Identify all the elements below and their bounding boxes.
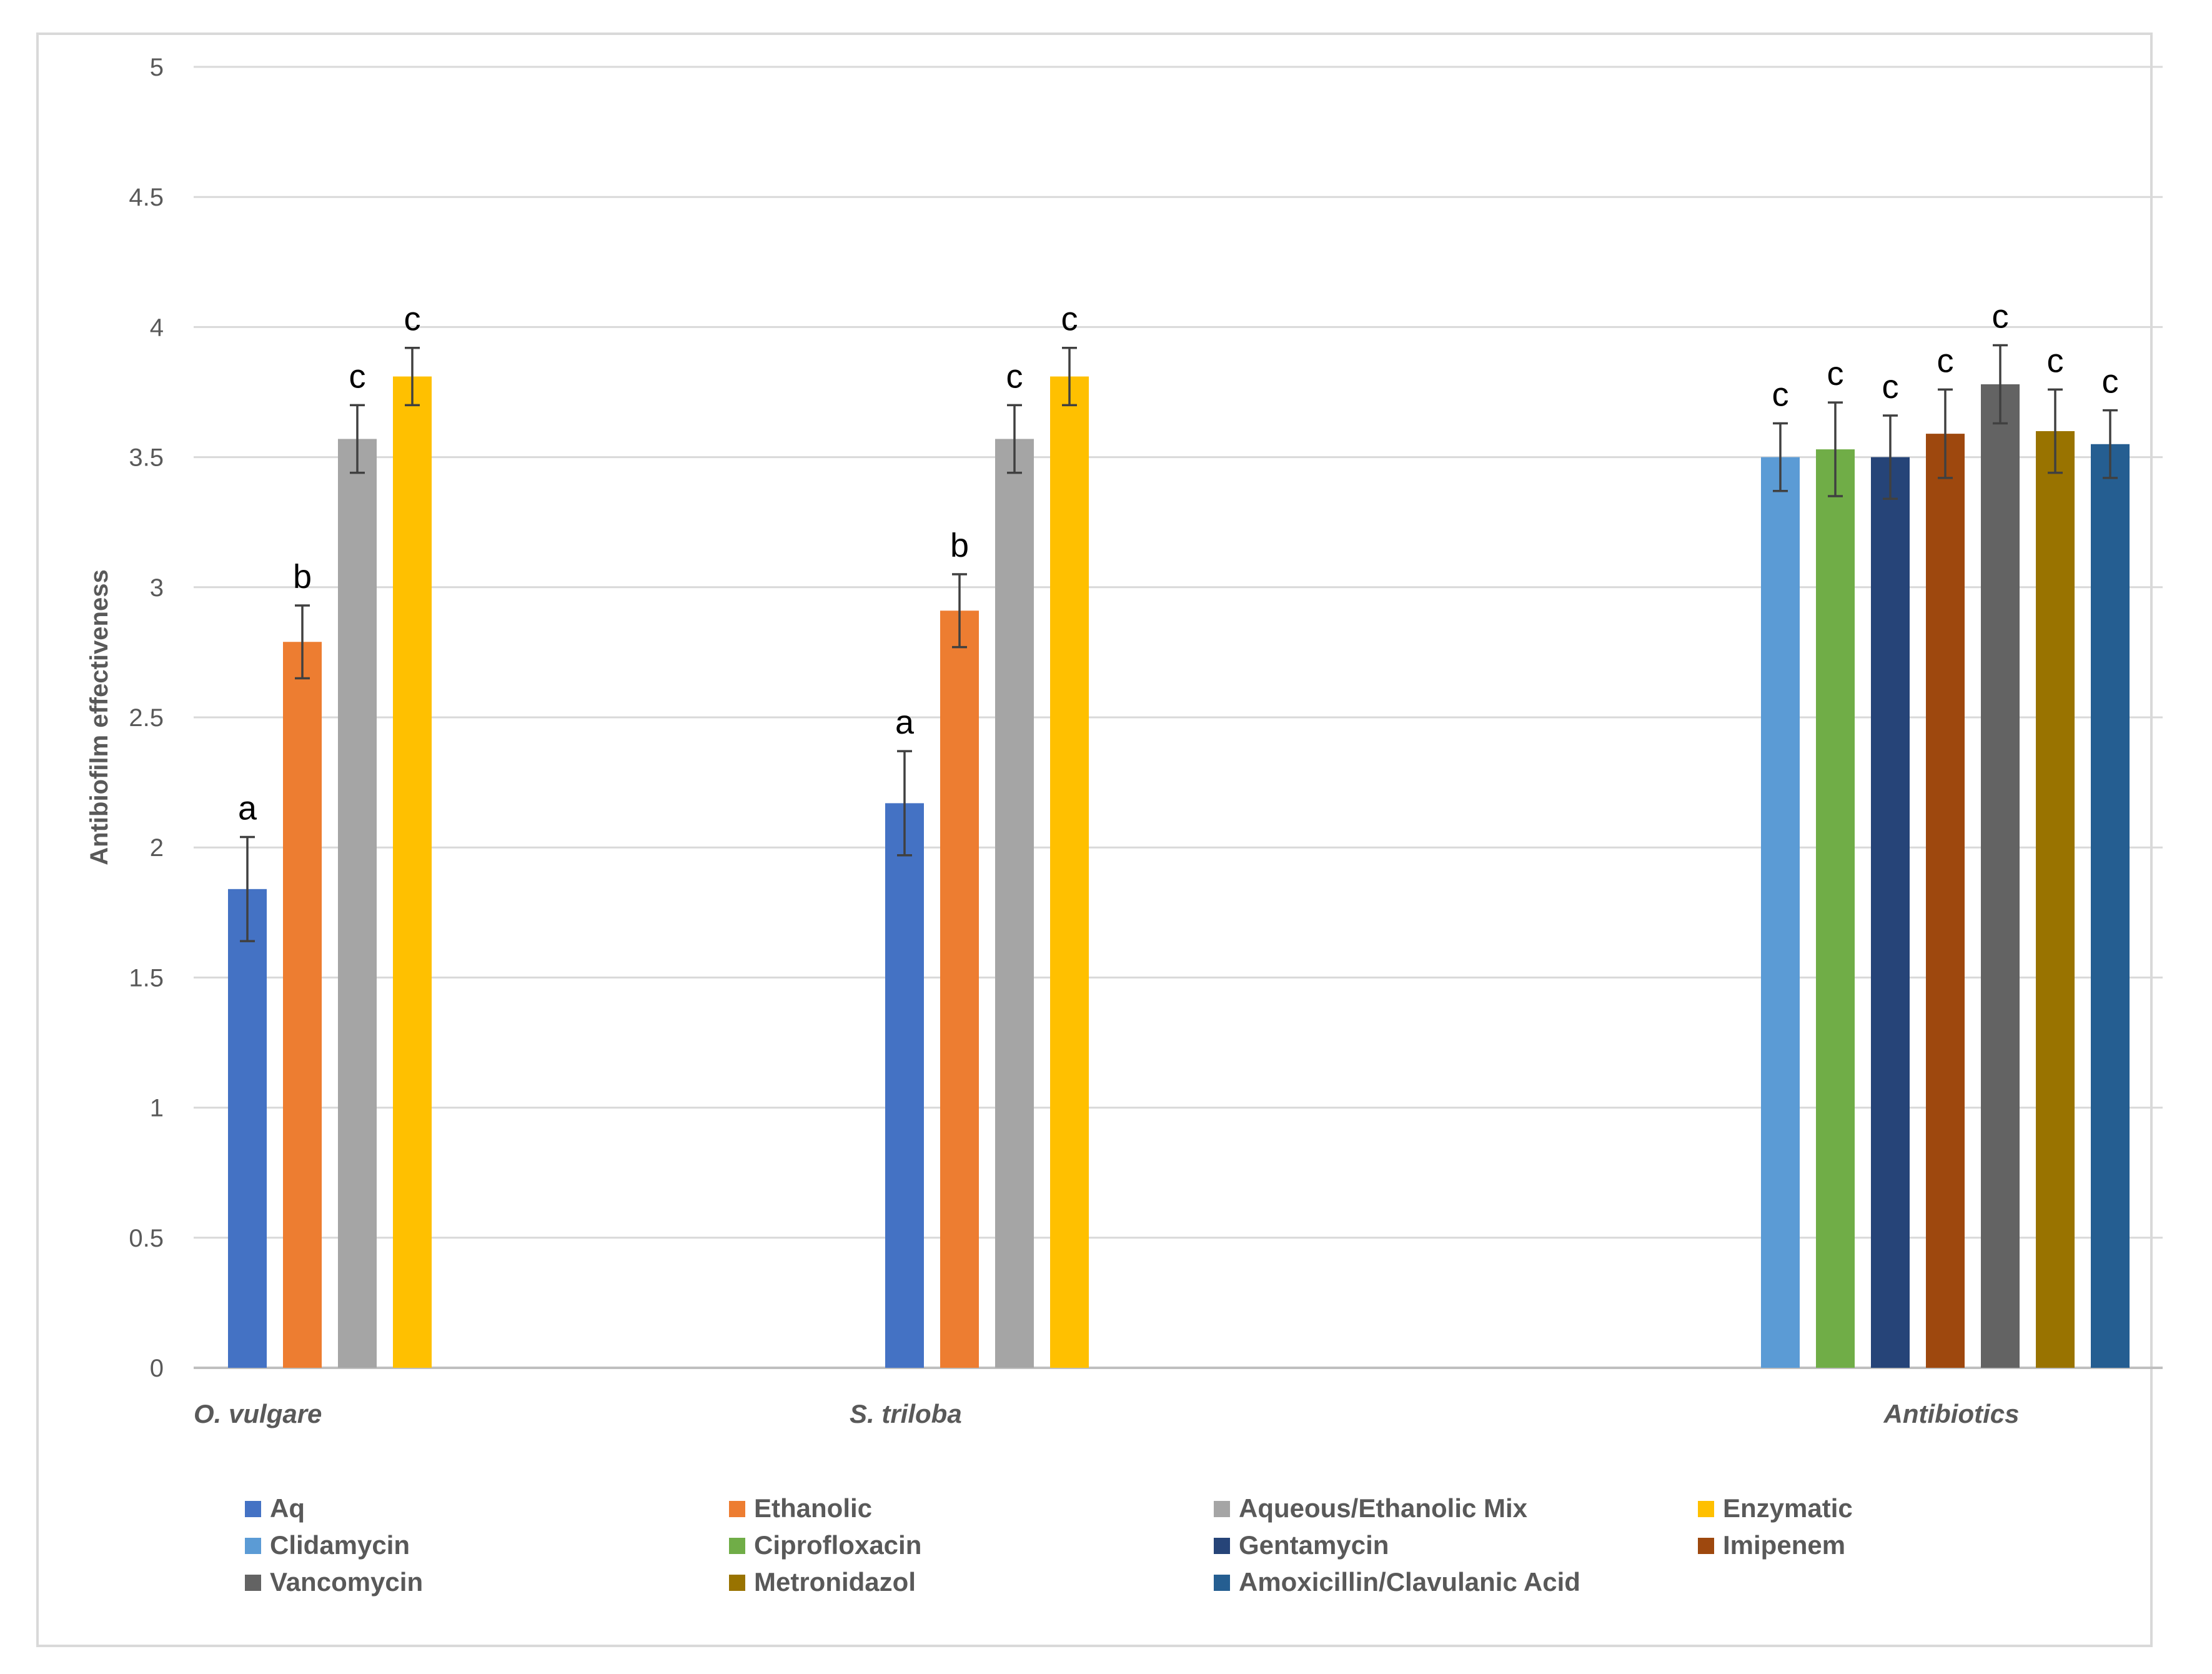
y-tick-label: 0.5 — [129, 1225, 164, 1252]
y-tick-label: 1.5 — [129, 964, 164, 992]
significance-label: c — [1992, 298, 2009, 336]
legend-swatch — [1214, 1501, 1230, 1517]
y-tick-label: 2 — [150, 834, 164, 862]
significance-label: c — [1827, 355, 1844, 392]
y-tick-label: 4 — [150, 314, 164, 341]
legend-label: Enzymatic — [1723, 1493, 1853, 1523]
y-tick-label: 1 — [150, 1095, 164, 1122]
bar — [2091, 444, 2130, 1368]
legend-swatch — [1214, 1538, 1230, 1554]
bar — [2036, 431, 2075, 1368]
legend-swatch — [729, 1501, 745, 1517]
bar — [995, 439, 1034, 1368]
significance-label: c — [404, 301, 421, 338]
legend-label: Clidamycin — [270, 1530, 410, 1560]
bar — [1871, 457, 1910, 1368]
significance-label: c — [349, 357, 366, 395]
bar — [338, 439, 377, 1368]
category-label: Antibiotics — [1883, 1399, 2020, 1428]
legend-label: Aqueous/Ethanolic Mix — [1239, 1493, 1528, 1523]
bar — [1926, 434, 1965, 1368]
y-tick-label: 4.5 — [129, 184, 164, 211]
significance-label: c — [1882, 368, 1899, 406]
legend-label: Aq — [270, 1493, 305, 1523]
significance-label: c — [1772, 376, 1789, 413]
bar — [228, 889, 267, 1368]
category-label: O. vulgare — [194, 1399, 322, 1428]
y-tick-label: 3.5 — [129, 444, 164, 472]
bar — [393, 376, 432, 1368]
significance-label: a — [238, 790, 257, 827]
bar — [283, 642, 322, 1368]
significance-label: c — [2102, 363, 2119, 401]
legend-label: Imipenem — [1723, 1530, 1845, 1560]
chart-frame — [36, 32, 2153, 1647]
legend-swatch — [245, 1501, 261, 1517]
bar — [1816, 449, 1855, 1368]
legend-swatch — [729, 1538, 745, 1554]
legend-label: Vancomycin — [270, 1567, 423, 1597]
significance-label: b — [950, 527, 969, 564]
legend-swatch — [729, 1575, 745, 1591]
legend-swatch — [1214, 1575, 1230, 1591]
significance-label: c — [2047, 342, 2064, 379]
legend-label: Ethanolic — [754, 1493, 872, 1523]
significance-label: a — [895, 704, 915, 741]
bar — [1981, 384, 2020, 1368]
category-label: S. triloba — [850, 1399, 962, 1428]
y-tick-label: 2.5 — [129, 704, 164, 732]
bar — [940, 610, 979, 1368]
bar — [1761, 457, 1800, 1368]
legend-swatch — [1698, 1538, 1714, 1554]
bar — [885, 803, 924, 1368]
y-tick-label: 0 — [150, 1355, 164, 1382]
legend-swatch — [1698, 1501, 1714, 1517]
legend-label: Metronidazol — [754, 1567, 916, 1597]
legend-label: Amoxicillin/Clavulanic Acid — [1239, 1567, 1580, 1597]
significance-label: c — [1061, 301, 1078, 338]
bar — [1050, 376, 1089, 1368]
significance-label: c — [1006, 357, 1023, 395]
y-tick-label: 3 — [150, 574, 164, 602]
significance-label: c — [1937, 342, 1954, 379]
legend-swatch — [245, 1575, 261, 1591]
y-axis-title: Antibiofilm effectiveness — [86, 569, 113, 865]
legend-swatch — [245, 1538, 261, 1554]
legend-label: Gentamycin — [1239, 1530, 1389, 1560]
y-tick-label: 5 — [150, 54, 164, 81]
legend-label: Ciprofloxacin — [754, 1530, 921, 1560]
significance-label: b — [293, 558, 312, 595]
